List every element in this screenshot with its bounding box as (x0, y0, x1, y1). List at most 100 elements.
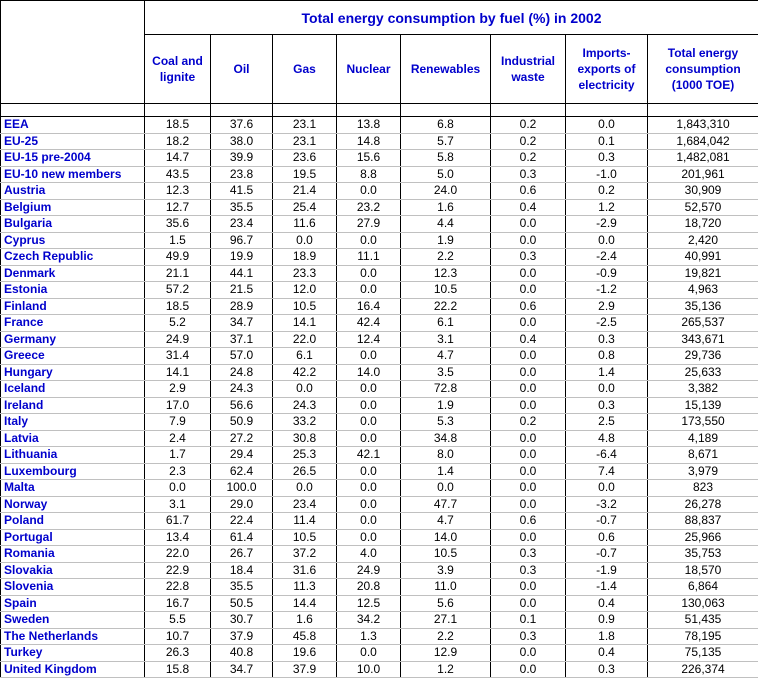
value-cell: -6.4 (565, 446, 648, 464)
value-cell: -1.2 (565, 281, 648, 299)
row-label: Estonia (0, 281, 145, 299)
value-cell: 24.3 (210, 380, 273, 398)
value-cell: 18.9 (272, 248, 337, 266)
data-row: EU-15 pre-2004 14.7 39.9 23.6 15.6 5.8 0.2 0.3 1… (0, 149, 758, 167)
data-row: Lithuania 1.7 29.4 25.3 42.1 8.0 0.0 -6.4 8,671 (0, 446, 758, 464)
value-cell: 3.1 (144, 495, 211, 513)
value-cell: 0.4 (565, 594, 648, 612)
value-cell: 12.3 (400, 264, 491, 282)
value-cell: 3.9 (400, 561, 491, 579)
value-cell: 0.0 (490, 578, 566, 596)
value-cell: 5.2 (144, 314, 211, 332)
value-cell: 14.4 (272, 594, 337, 612)
value-cell: 21.1 (144, 264, 211, 282)
row-label: Denmark (0, 264, 145, 282)
value-cell: 1.2 (565, 198, 648, 216)
value-cell: 10.5 (272, 297, 337, 315)
value-cell: 42.4 (336, 314, 401, 332)
value-cell: 11.1 (336, 248, 401, 266)
value-cell: 19.5 (272, 165, 337, 183)
value-cell: 0.2 (565, 182, 648, 200)
value-cell: 0.0 (336, 396, 401, 414)
value-cell: 0.0 (336, 429, 401, 447)
value-cell: 24.8 (210, 363, 273, 381)
value-cell: 61.4 (210, 528, 273, 546)
value-cell: 0.0 (490, 479, 566, 497)
value-cell: 0.3 (490, 627, 566, 645)
row-label: Poland (0, 512, 145, 530)
value-cell: 23.8 (210, 165, 273, 183)
data-row: Austria 12.3 41.5 21.4 0.0 24.0 0.6 0.2 30,909 (0, 182, 758, 200)
value-cell: 49.9 (144, 248, 211, 266)
value-cell: 1.5 (144, 231, 211, 249)
value-cell: 265,537 (646, 314, 758, 332)
value-cell: 52,570 (646, 198, 758, 216)
value-cell: 0.3 (565, 330, 648, 348)
value-cell: 41.5 (210, 182, 273, 200)
value-cell: 3.5 (400, 363, 491, 381)
value-cell: 11.3 (272, 578, 337, 596)
data-row: Belgium 12.7 35.5 25.4 23.2 1.6 0.4 1.2 52,570 (0, 198, 758, 216)
data-row: Czech Republic 49.9 19.9 18.9 11.1 2.2 0.3 -2.4… (0, 248, 758, 266)
value-cell: 343,671 (646, 330, 758, 348)
column-header: Coal and lignite (144, 34, 211, 104)
title-row: Total energy consumption by fuel (%) in … (0, 0, 758, 104)
value-cell: 0.3 (565, 396, 648, 414)
column-header: Imports-exports of electricity (565, 34, 648, 104)
row-label: Lithuania (0, 446, 145, 464)
table-body: Total energy consumption by fuel (%) in … (0, 0, 758, 678)
value-cell: 27.9 (336, 215, 401, 233)
data-row: Slovenia 22.8 35.5 11.3 20.8 11.0 0.0 -1.4 6,864 (0, 578, 758, 596)
value-cell: 1.6 (400, 198, 491, 216)
value-cell: 30.8 (272, 429, 337, 447)
value-cell: 29,736 (646, 347, 758, 365)
table-title: Total energy consumption by fuel (%) in … (143, 0, 758, 35)
value-cell: 5.5 (144, 611, 211, 629)
value-cell: -2.5 (565, 314, 648, 332)
value-cell: 75,135 (646, 644, 758, 662)
value-cell: 10.5 (400, 281, 491, 299)
value-cell: 27.1 (400, 611, 491, 629)
value-cell: 29.0 (210, 495, 273, 513)
value-cell: 23.6 (272, 149, 337, 167)
value-cell: 1.4 (565, 363, 648, 381)
value-cell: 0.4 (490, 330, 566, 348)
value-cell: 0.0 (336, 413, 401, 431)
data-row: EU-25 18.2 38.0 23.1 14.8 5.7 0.2 0.1 1,684,042 (0, 132, 758, 150)
value-cell: 57.2 (144, 281, 211, 299)
value-cell: 6.8 (400, 116, 491, 134)
value-cell: 57.0 (210, 347, 273, 365)
value-cell: 19,821 (646, 264, 758, 282)
data-row: Malta 0.0 100.0 0.0 0.0 0.0 0.0 0.0 823 (0, 479, 758, 497)
value-cell: 0.0 (490, 363, 566, 381)
value-cell: 14.1 (144, 363, 211, 381)
data-row: EEA 18.5 37.6 23.1 13.8 6.8 0.2 0.0 1,843,310 (0, 116, 758, 134)
value-cell: 1.8 (565, 627, 648, 645)
value-cell: 4.7 (400, 512, 491, 530)
row-label: Finland (0, 297, 145, 315)
value-cell: 23.4 (210, 215, 273, 233)
value-cell: 0.0 (490, 347, 566, 365)
value-cell: 43.5 (144, 165, 211, 183)
data-row: Norway 3.1 29.0 23.4 0.0 47.7 0.0 -3.2 26,278 (0, 495, 758, 513)
data-row: Sweden 5.5 30.7 1.6 34.2 27.1 0.1 0.9 51,435 (0, 611, 758, 629)
value-cell: 0.0 (490, 644, 566, 662)
row-label: Malta (0, 479, 145, 497)
data-row: Greece 31.4 57.0 6.1 0.0 4.7 0.0 0.8 29,736 (0, 347, 758, 365)
value-cell: 22.2 (400, 297, 491, 315)
value-cell: 28.9 (210, 297, 273, 315)
value-cell: 2.2 (400, 248, 491, 266)
value-cell: 0.6 (490, 297, 566, 315)
value-cell: 35,753 (646, 545, 758, 563)
value-cell: 0.2 (490, 132, 566, 150)
value-cell: 5.0 (400, 165, 491, 183)
value-cell: 0.0 (336, 264, 401, 282)
data-row: Cyprus 1.5 96.7 0.0 0.0 1.9 0.0 0.0 2,420 (0, 231, 758, 249)
value-cell: 23.1 (272, 116, 337, 134)
value-cell: 25,966 (646, 528, 758, 546)
row-label: EU-25 (0, 132, 145, 150)
value-cell: 12.0 (272, 281, 337, 299)
value-cell: -2.9 (565, 215, 648, 233)
value-cell: 96.7 (210, 231, 273, 249)
